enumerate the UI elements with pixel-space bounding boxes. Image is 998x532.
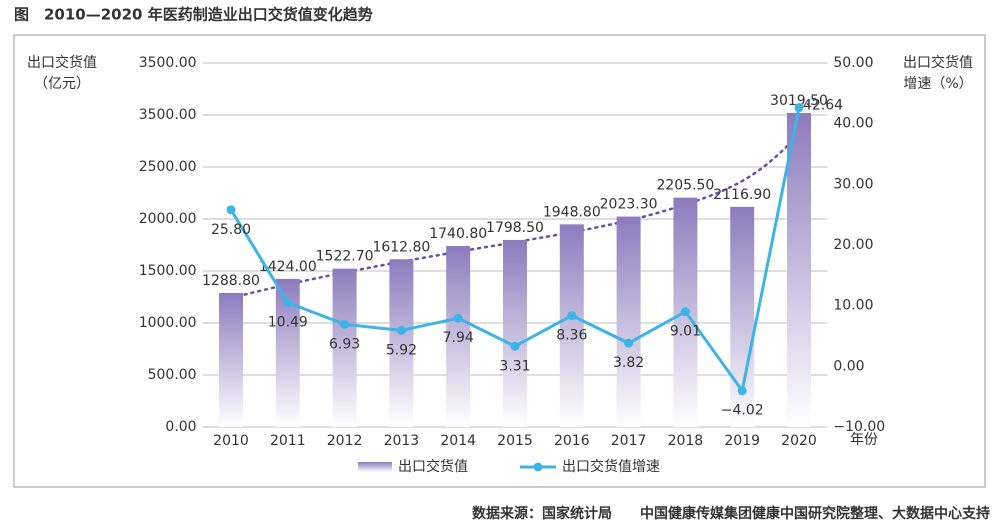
y-tick-label: 1500.00 bbox=[139, 263, 197, 279]
bar bbox=[559, 224, 584, 427]
y2-tick-label: 40.00 bbox=[833, 116, 873, 132]
y2-tick-label: 0.00 bbox=[833, 358, 864, 374]
y-tick-label: 2000.00 bbox=[139, 211, 197, 227]
y2-tick-label: 30.00 bbox=[833, 176, 873, 192]
x-tick-label: 2018 bbox=[668, 433, 704, 449]
y-tick-label: 3500.00 bbox=[139, 107, 197, 123]
y-tick-label: 1000.00 bbox=[139, 315, 197, 331]
line-label: 6.93 bbox=[329, 336, 360, 352]
line-point bbox=[680, 307, 690, 317]
bar bbox=[219, 292, 243, 427]
x-tick-label: 2013 bbox=[384, 433, 420, 449]
x-tick-label: 2016 bbox=[554, 433, 590, 449]
bar-label: 1798.50 bbox=[486, 220, 544, 236]
y2-tick-label: 50.00 bbox=[833, 55, 873, 71]
legend-label: 出口交货值增速 bbox=[562, 458, 660, 475]
bar bbox=[503, 239, 527, 427]
y2-tick-label: −10.00 bbox=[833, 419, 885, 435]
line-point bbox=[283, 298, 293, 308]
line-label: 9.01 bbox=[670, 324, 701, 340]
bar-label: 1612.80 bbox=[372, 239, 430, 255]
source: 数据来源：国家统计局 中国健康传媒集团健康中国研究院整理、大数据中心支持 bbox=[472, 505, 990, 522]
y-tick-label: 500.00 bbox=[148, 367, 197, 383]
x-tick-label: 2011 bbox=[270, 433, 306, 449]
trend-line bbox=[229, 126, 807, 300]
frame bbox=[13, 34, 986, 488]
bar-label: 2023.30 bbox=[600, 197, 658, 213]
y-axis-title: 出口交货值 bbox=[27, 54, 97, 71]
line-point bbox=[510, 341, 520, 351]
line-label: 3.82 bbox=[613, 355, 644, 371]
y2-axis-title: 增速（%） bbox=[903, 76, 972, 92]
bar bbox=[389, 259, 414, 427]
bar bbox=[446, 245, 471, 427]
bar-label: 2116.90 bbox=[713, 187, 771, 203]
bar-label: 3019.50 bbox=[770, 93, 828, 109]
x-tick-label: 2015 bbox=[497, 433, 533, 449]
line-point bbox=[226, 205, 236, 215]
line-point bbox=[794, 103, 804, 113]
x-tick-label: 2012 bbox=[327, 433, 363, 449]
x-tick-label: 2020 bbox=[781, 433, 817, 449]
line-label: −4.02 bbox=[721, 403, 764, 419]
x-tick-label: 2010 bbox=[213, 433, 249, 449]
bar-label: 1948.80 bbox=[543, 204, 601, 220]
y-tick-label: 2500.00 bbox=[139, 159, 197, 175]
bar-label: 2205.50 bbox=[656, 178, 714, 194]
bar-label: 1288.80 bbox=[202, 273, 260, 289]
legend-swatch bbox=[358, 462, 392, 472]
line-point bbox=[737, 386, 747, 396]
line-point bbox=[453, 313, 463, 323]
x-tick-label: 2017 bbox=[611, 433, 647, 449]
line-label: 10.49 bbox=[268, 315, 308, 331]
bar-label: 1740.80 bbox=[429, 226, 487, 242]
x-tick-label: 2019 bbox=[724, 433, 760, 449]
line-point bbox=[340, 319, 350, 329]
line-point bbox=[567, 311, 577, 321]
y-tick-label: 0.00 bbox=[165, 419, 196, 435]
line-label: 7.94 bbox=[443, 330, 474, 346]
line-label: 3.31 bbox=[499, 358, 530, 374]
line-point bbox=[624, 338, 634, 348]
y2-tick-label: 20.00 bbox=[833, 237, 873, 253]
bar-label: 1424.00 bbox=[259, 259, 317, 275]
bar bbox=[332, 268, 357, 427]
y-axis-title: （亿元） bbox=[34, 76, 90, 92]
chart-title: 图 2010—2020 年医药制造业出口交货值变化趋势 bbox=[14, 6, 373, 24]
line-label: 5.92 bbox=[386, 342, 417, 358]
line-label: 25.80 bbox=[211, 222, 251, 238]
y-tick-label: 3500.00 bbox=[139, 55, 197, 71]
line-point bbox=[396, 325, 406, 335]
y2-tick-label: 10.00 bbox=[833, 298, 873, 314]
legend-swatch bbox=[533, 462, 543, 472]
line-label: 42.64 bbox=[803, 98, 843, 114]
bar bbox=[787, 112, 811, 428]
legend-label: 出口交货值 bbox=[398, 458, 468, 475]
bar-label: 1522.70 bbox=[316, 249, 374, 265]
x-tick-label: 2014 bbox=[440, 433, 476, 449]
y2-axis-title: 出口交货值 bbox=[903, 54, 973, 71]
bar bbox=[616, 216, 641, 427]
line-label: 8.36 bbox=[556, 328, 587, 344]
x-axis-title: 年份 bbox=[850, 432, 878, 448]
